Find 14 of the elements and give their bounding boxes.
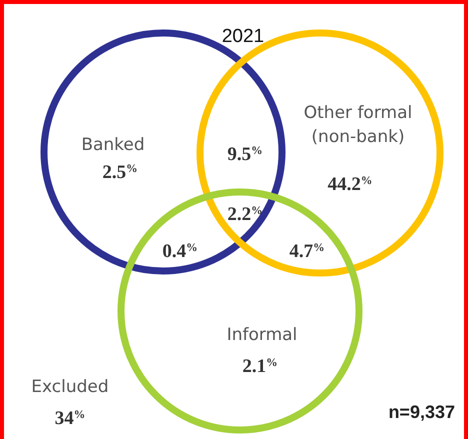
data-label: 34$^{%}$ <box>54 408 86 429</box>
text: 2.2$^{%}$ <box>227 204 263 225</box>
category-label: Informal <box>226 325 298 345</box>
text: 9.5$^{%}$ <box>227 144 263 165</box>
text: 4.7$^{%}$ <box>289 241 325 262</box>
data-label: 2.5$^{%}$ <box>102 162 138 183</box>
category-label: Excluded <box>31 377 109 397</box>
data-label: 2.1$^{%}$ <box>242 356 278 377</box>
text: n=9,337 <box>388 402 455 422</box>
category-label: Other formal (non-bank) <box>304 103 412 147</box>
text: 2021 <box>222 26 264 47</box>
data-label: 44.2$^{%}$ <box>328 174 372 195</box>
text: 0.4$^{%}$ <box>162 241 198 262</box>
category-label: Banked <box>81 135 145 155</box>
